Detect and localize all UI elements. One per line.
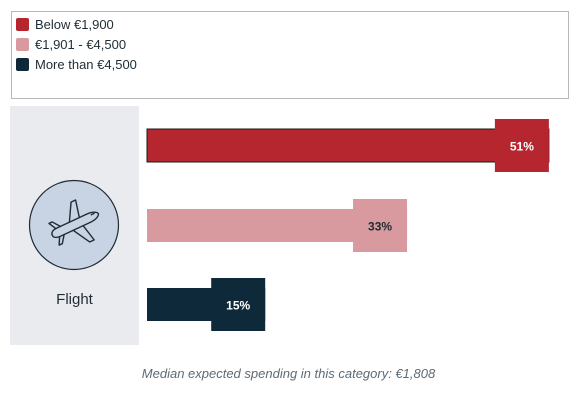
bar-value-label-1901-4500: 33% — [368, 220, 392, 234]
legend-label-below-1900: Below €1,900 — [35, 16, 114, 32]
bar-label-box-more-than-4500 — [211, 278, 266, 331]
bar-label-box-below-1900 — [494, 119, 549, 172]
bar-label-box-1901-4500 — [353, 199, 408, 252]
legend-label-1901-4500: €1,901 - €4,500 — [35, 36, 127, 52]
legend-swatch-1901-4500 — [16, 37, 29, 51]
category-panel: Flight — [10, 106, 139, 345]
legend-item-1901-4500: €1,901 - €4,500 — [16, 36, 126, 52]
airplane-icon — [28, 179, 120, 271]
chart-legend: Below €1,900 €1,901 - €4,500 More than €… — [11, 11, 569, 99]
median-spending-note: Median expected spending in this categor… — [141, 366, 436, 381]
bar-below-1900 — [146, 128, 550, 163]
category-label: Flight — [56, 291, 93, 308]
legend-swatch-more-than-4500 — [16, 57, 29, 71]
bar-value-label-below-1900: 51% — [510, 140, 534, 154]
legend-item-more-than-4500: More than €4,500 — [16, 56, 137, 72]
legend-label-more-than-4500: More than €4,500 — [35, 56, 137, 72]
legend-swatch-below-1900 — [16, 17, 29, 31]
legend-item-below-1900: Below €1,900 — [16, 16, 114, 32]
bar-value-label-more-than-4500: 15% — [226, 299, 250, 313]
